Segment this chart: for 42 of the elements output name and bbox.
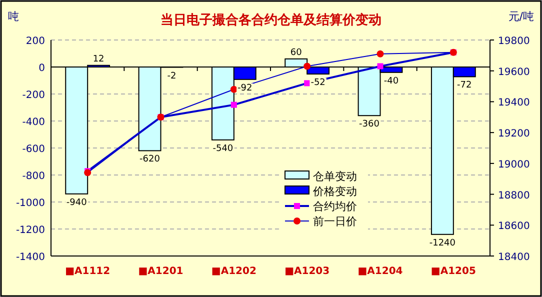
chart-title: 当日电子撮合各合约仓单及结算价变动 [160,12,382,28]
data-label: 12 [92,54,104,64]
legend-label: 仓单变动 [313,170,357,183]
data-label: -40 [384,76,399,86]
y2-tick-label: 18600 [498,221,530,232]
y-axis-title: 吨 [8,10,19,23]
data-label: -72 [457,80,472,91]
y2-tick-label: 19000 [498,159,530,170]
y-tick-label: -400 [22,117,45,128]
data-label: -2 [167,71,176,82]
y-tick-label: -600 [22,144,45,155]
y2-tick-label: 19600 [498,66,530,78]
y-tick-label: 200 [26,36,45,47]
legend-label: 价格变动 [312,185,357,198]
x-tick-label: ■A1203 [284,266,330,277]
x-tick-label: ■A1205 [430,266,476,277]
x-tick-label: ■A1204 [358,266,403,277]
x-tick-label: ■A1112 [65,266,110,277]
data-label: -52 [310,78,326,88]
legend-label: 前一日价 [313,215,357,228]
data-label: -1240 [429,238,456,248]
y2-tick-label: 18800 [498,190,530,202]
data-label: 60 [290,48,302,58]
y-tick-label: -800 [22,171,45,182]
data-label: -620 [140,154,160,165]
y2-tick-label: 19400 [498,98,530,109]
data-label: -360 [359,120,380,130]
data-label: -540 [212,144,234,154]
x-tick-label: ■A1202 [211,266,256,277]
y2-tick-label: 19200 [498,128,530,140]
y-tick-label: -1400 [16,252,45,263]
y2-tick-label: 18400 [498,252,530,263]
legend-label: 合约均价 [313,200,357,213]
data-label: -92 [238,83,252,94]
y-tick-label: -1000 [16,198,45,209]
data-label: -940 [66,198,88,208]
y-tick-label: 0 [38,63,45,74]
y-tick-label: -200 [22,90,45,101]
y-tick-label: -1200 [16,225,45,236]
y2-axis-title: 元/吨 [508,10,534,23]
x-tick-label: ■A1201 [138,266,184,277]
y2-tick-label: 19800 [498,36,530,47]
